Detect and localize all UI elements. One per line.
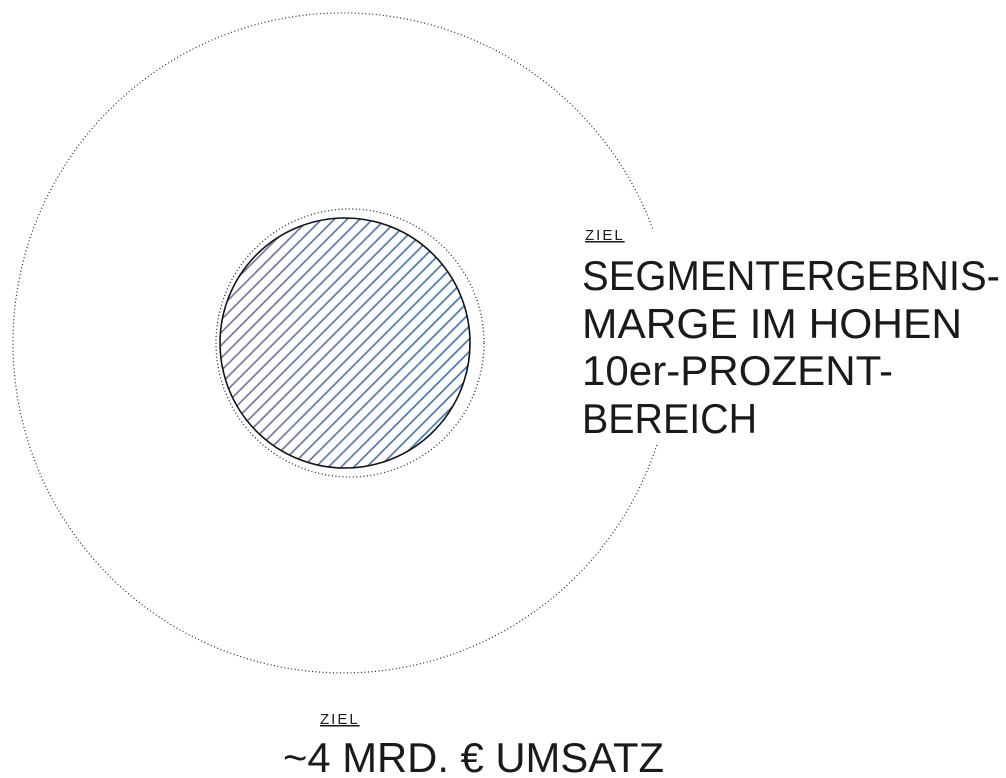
hatched-core [220,218,470,468]
revenue-text: ~4 MRD. € UMSATZ [283,734,664,778]
margin-line: SEGMENTERGEBNIS- [582,252,1000,299]
margin-line: 10er-PROZENT- [582,347,893,394]
margin-line: MARGE IM HOHEN [582,300,962,347]
inner-dotted-circle [215,208,485,478]
margin-label: ZIEL [585,227,625,244]
margin-line: BEREICH [582,395,757,442]
revenue-label: ZIEL [320,711,360,728]
core-outline [219,217,471,469]
